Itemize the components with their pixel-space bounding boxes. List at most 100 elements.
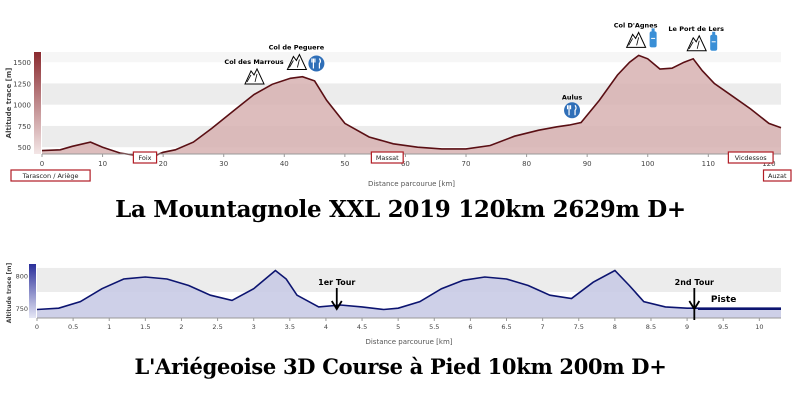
x-tick-label: 50 — [340, 160, 349, 168]
place-label-box — [727, 151, 774, 164]
summit-label: Col D'Agnes — [614, 21, 658, 29]
lap-label: 2nd Tour — [675, 278, 714, 287]
summit-peak-icon — [625, 31, 647, 48]
y-tick-label: 1000 — [13, 102, 31, 110]
aid-station-food-icon — [308, 55, 325, 72]
aid-station-food-icon-cutlery — [311, 58, 322, 69]
x-tick-label: 9.5 — [718, 323, 728, 331]
x-tick-label: 8 — [613, 323, 617, 331]
x-tick-label: 1 — [107, 323, 111, 331]
place-label-text: Tarascon / Ariège — [22, 172, 79, 180]
place-label: Massat — [370, 151, 404, 164]
place-label: Vicdessos — [727, 151, 774, 164]
aid-station-food-icon — [564, 102, 581, 119]
place-label-box — [762, 169, 792, 182]
aid-station-water-icon-cap — [712, 31, 716, 36]
x-tick-label: 0 — [35, 323, 39, 331]
x-tick-label: 8.5 — [646, 323, 656, 331]
x-tick-label: 5 — [396, 323, 400, 331]
x-tick-label: 10 — [98, 160, 107, 168]
x-tick-label: 80 — [522, 160, 531, 168]
aid-station-water-icon-bottle — [710, 34, 718, 51]
place-label: Auzat — [762, 169, 792, 182]
caption-mountagnole: La Mountagnole XXL 2019 120km 2629m D+ — [115, 196, 686, 223]
summit-peak-icon — [286, 53, 308, 70]
y-tick-label: 750 — [16, 305, 28, 313]
summit-label: Col des Marrous — [224, 58, 283, 66]
y-tick-label: 800 — [16, 273, 28, 281]
lap-arrow-head — [331, 300, 343, 311]
y-tick-label: 500 — [18, 144, 31, 152]
elevation-area — [37, 270, 781, 318]
y-tick-label: 1250 — [13, 80, 31, 88]
altitude-scale-bar — [34, 52, 41, 154]
x-axis-title: Distance parcourue [km] — [368, 180, 455, 188]
x-tick-label: 3 — [252, 323, 256, 331]
x-tick-label: 40 — [280, 160, 289, 168]
x-tick-label: 10 — [755, 323, 763, 331]
summit-label: Aulus — [562, 93, 583, 101]
x-tick-label: 100 — [641, 160, 654, 168]
summit-peak-icon-shape — [286, 53, 308, 70]
caption-ariegeoise: L'Ariégeoise 3D Course à Pied 10km 200m … — [134, 354, 667, 379]
place-label-box — [132, 151, 158, 164]
elevation-profile-mountagnole: 500 750 1000 1250 1500 0 10 20 30 40 50 60 70 80 90 100… — [5, 21, 792, 188]
x-axis-title: Distance parcourue [km] — [365, 338, 452, 346]
x-tick-label: 30 — [219, 160, 228, 168]
x-tick-label: 70 — [462, 160, 471, 168]
aid-station-water-icon-bottle — [649, 31, 657, 48]
summit-peak-icon-hatch — [688, 40, 700, 49]
place-label-text: Massat — [376, 154, 399, 162]
y-tick-label: 750 — [18, 123, 31, 131]
place-label: Tarascon / Ariège — [10, 169, 91, 182]
summit-peak-icon — [686, 34, 707, 52]
place-label-box — [370, 151, 404, 164]
aid-station-water-icon-cap — [651, 28, 655, 33]
summit-label: Le Port de Lers — [668, 25, 724, 33]
x-tick-label: 5.5 — [429, 323, 439, 331]
grid-band — [42, 83, 781, 105]
x-tick-label: 1.5 — [140, 323, 150, 331]
aid-station-food-icon-disc — [308, 55, 325, 72]
elevation-area — [42, 55, 781, 156]
x-tick-label: 4.5 — [357, 323, 367, 331]
summit-peak-icon-shape — [686, 34, 707, 52]
x-tick-label: 3.5 — [285, 323, 295, 331]
summit-label: Col de Peguere — [269, 44, 325, 52]
grid-band-top — [42, 52, 781, 63]
place-label-box — [10, 169, 91, 182]
y-axis-title: Altitude trace [m] — [6, 262, 13, 323]
altitude-scale-bar — [29, 264, 36, 318]
summit-peak-icon-hatch — [289, 59, 300, 68]
lap-label: 1er Tour — [318, 278, 355, 287]
elevation-line — [36, 269, 781, 311]
x-tick-label: 4 — [324, 323, 328, 331]
aid-station-water-icon — [710, 31, 718, 51]
place-label-text: Vicdessos — [735, 154, 768, 162]
place-label-text: Auzat — [768, 172, 787, 180]
track-label: Piste — [711, 295, 736, 305]
summit-peak-icon-shape — [244, 67, 265, 85]
x-tick-label: 0 — [40, 160, 44, 168]
x-tick-label: 6.5 — [501, 323, 511, 331]
aid-station-water-icon — [649, 28, 657, 48]
x-tick-label: 20 — [159, 160, 168, 168]
aid-station-food-icon-cutlery — [566, 104, 577, 116]
x-tick-label: 6 — [468, 323, 472, 331]
x-tick-label: 90 — [583, 160, 592, 168]
x-tick-label: 0.5 — [68, 323, 78, 331]
summit-peak-icon-hatch — [628, 37, 640, 46]
summit-peak-icon-hatch — [246, 73, 258, 83]
lap-arrow-head — [688, 300, 701, 311]
summit-peak-icon-shape — [625, 31, 647, 48]
place-label-text: Foix — [138, 154, 151, 162]
x-tick-label: 7.5 — [574, 323, 584, 331]
x-tick-label: 60 — [401, 160, 410, 168]
x-tick-label: 7 — [541, 323, 545, 331]
x-tick-label: 120 — [762, 160, 775, 168]
aid-station-food-icon-disc — [564, 102, 581, 119]
x-tick-label: 9 — [685, 323, 689, 331]
x-tick-label: 2 — [179, 323, 183, 331]
x-tick-label: 2.5 — [212, 323, 222, 331]
